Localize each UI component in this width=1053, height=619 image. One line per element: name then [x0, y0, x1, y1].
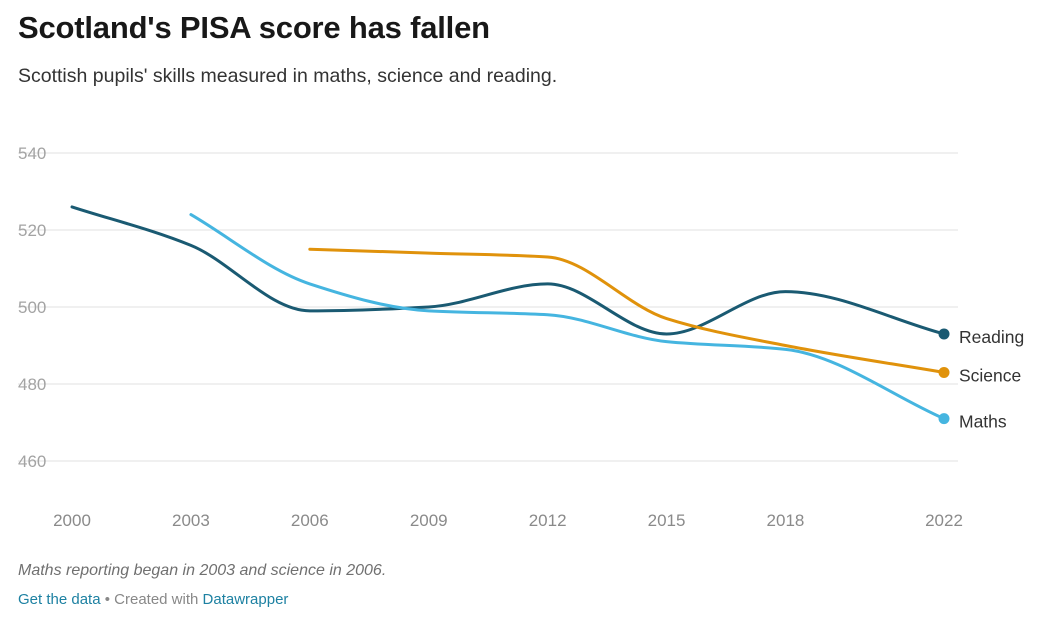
x-tick-label: 2006	[291, 511, 329, 530]
gridlines	[18, 152, 958, 462]
maths-line	[189, 213, 946, 421]
x-tick-label: 2003	[172, 511, 210, 530]
series-labels: Reading Science Maths	[959, 327, 1024, 432]
science-line	[308, 247, 946, 374]
maths-end-marker	[938, 413, 950, 425]
y-tick-label: 500	[18, 298, 46, 317]
reading-line	[70, 205, 946, 336]
y-tick-label: 520	[18, 221, 46, 240]
footer-separator: • Created with	[100, 591, 203, 608]
x-tick-label: 2018	[767, 511, 805, 530]
x-axis: 2000 2003 2006 2009 2012 2015 2018 2022	[53, 511, 963, 530]
datawrapper-link[interactable]: Datawrapper	[202, 591, 289, 608]
y-axis: 460 480 500 520 540	[18, 144, 46, 471]
x-tick-label: 2000	[53, 511, 91, 530]
y-tick-label: 480	[18, 375, 46, 394]
x-tick-label: 2015	[648, 511, 686, 530]
chart-title: Scotland's PISA score has fallen	[18, 10, 490, 45]
series-lines	[70, 205, 946, 421]
x-tick-label: 2022	[925, 511, 963, 530]
chart-note: Maths reporting began in 2003 and scienc…	[18, 562, 387, 579]
get-the-data-link[interactable]: Get the data	[18, 591, 101, 608]
science-end-marker	[938, 366, 950, 378]
y-tick-label: 460	[18, 452, 46, 471]
x-tick-label: 2009	[410, 511, 448, 530]
chart-footer: Get the data • Created with Datawrapper	[18, 591, 288, 608]
reading-label: Reading	[959, 327, 1024, 347]
reading-end-marker	[938, 328, 950, 340]
science-label: Science	[959, 365, 1021, 385]
maths-label: Maths	[959, 412, 1007, 432]
y-tick-label: 540	[18, 144, 46, 163]
series-end-markers	[938, 328, 950, 425]
chart-subtitle: Scottish pupils' skills measured in math…	[18, 65, 558, 87]
x-tick-label: 2012	[529, 511, 567, 530]
